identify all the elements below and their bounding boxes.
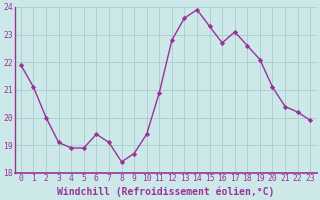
X-axis label: Windchill (Refroidissement éolien,°C): Windchill (Refroidissement éolien,°C): [57, 186, 274, 197]
